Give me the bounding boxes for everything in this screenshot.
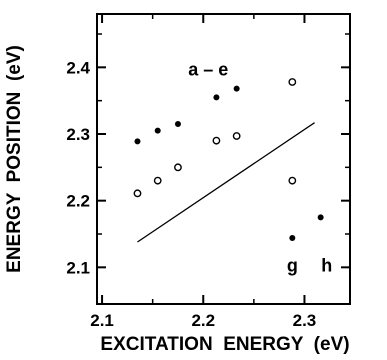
x-ticks: 2.1 2.2 2.3	[90, 14, 316, 330]
open-data-point	[133, 189, 142, 198]
y-tick-label: 2.1	[66, 258, 90, 277]
open-data-point	[212, 136, 221, 145]
filled-data-point	[154, 127, 161, 134]
filled-data-point	[213, 94, 220, 101]
x-tick-label: 2.1	[90, 311, 114, 330]
x-tick-label: 2.3	[293, 311, 317, 330]
y-tick-label: 2.3	[66, 125, 90, 144]
data-points	[133, 78, 324, 241]
filled-data-point	[233, 85, 240, 92]
y-axis-label: ENERGY POSITION (eV)	[4, 45, 25, 273]
x-tick-label: 2.2	[191, 311, 215, 330]
filled-data-point	[174, 121, 181, 127]
x-axis-label: EXCITATION ENERGY (eV)	[100, 334, 349, 355]
open-data-point	[288, 78, 297, 86]
open-data-point	[232, 132, 241, 140]
filled-data-point	[317, 214, 324, 221]
open-data-point	[174, 163, 182, 172]
annotations: a – e g h	[188, 59, 332, 275]
fit-line	[137, 122, 315, 243]
filled-data-point	[289, 235, 296, 241]
plot-frame	[96, 13, 351, 305]
y-tick-label: 2.2	[66, 192, 90, 211]
y-ticks: 2.1 2.2 2.3 2.4	[66, 33, 350, 277]
annotation-label: h	[321, 255, 332, 275]
y-tick-label: 2.4	[66, 58, 90, 77]
open-data-point	[153, 176, 162, 185]
filled-data-point	[134, 138, 141, 145]
annotation-label: g	[287, 255, 298, 275]
fit-line-group	[137, 122, 315, 243]
annotation-label: a – e	[188, 59, 228, 79]
open-data-point	[288, 176, 297, 185]
